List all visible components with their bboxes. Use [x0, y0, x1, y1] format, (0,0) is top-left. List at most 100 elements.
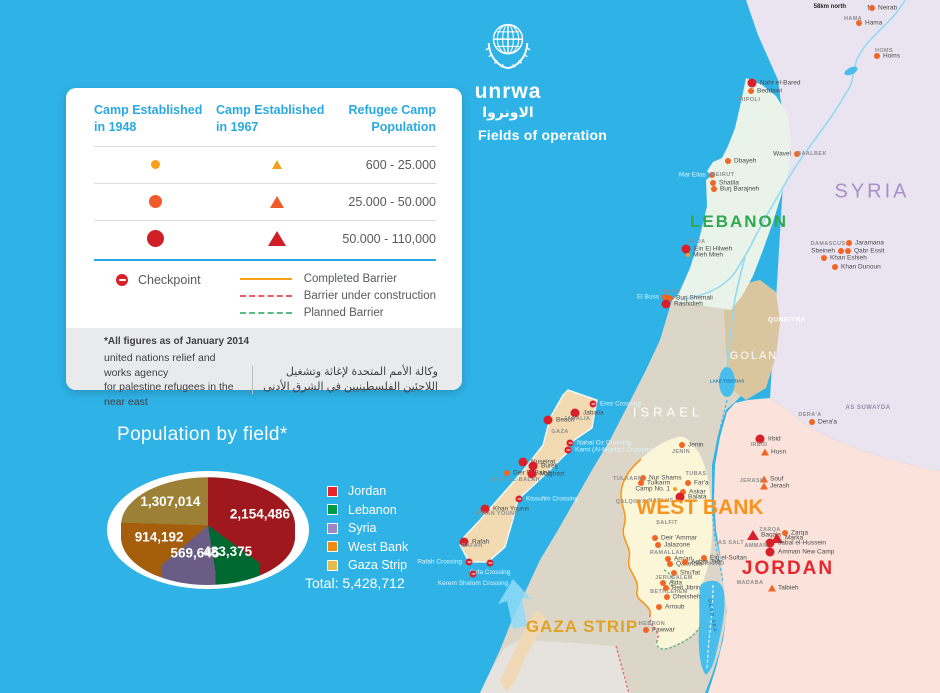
camp-label: Marka	[785, 534, 804, 542]
camp-marker	[821, 255, 827, 261]
camp-label: Amman New Camp	[778, 548, 835, 556]
city-label: RAMALLAH	[649, 550, 685, 556]
camp-marker	[675, 492, 685, 502]
camp-label: Am'ari	[674, 555, 693, 563]
pie-legend-label: Lebanon	[348, 502, 397, 517]
camp-label: Beit Jibrin	[672, 584, 701, 592]
pie-legend-item: Syria	[327, 521, 408, 535]
camp-label: Fawwar	[652, 626, 675, 634]
camp-label: Qabr Essit	[854, 247, 885, 255]
checkpoint-marker	[486, 559, 494, 567]
camp-marker	[665, 556, 671, 562]
checkpoint-marker	[465, 558, 473, 566]
lake-homs	[844, 66, 858, 76]
region-west-bank	[619, 436, 713, 649]
camp-label: Khan Younis	[493, 505, 530, 513]
camp-marker	[664, 594, 670, 600]
city-label: KHAN YOUNIS	[477, 511, 521, 517]
pie-slice-side	[121, 529, 208, 573]
city-label: AS SALT	[718, 540, 744, 546]
camp-label: Talbieh	[778, 584, 799, 592]
camp-marker	[747, 78, 757, 88]
completed-barrier-line-icon	[239, 277, 292, 280]
checkpoint-marker	[469, 570, 477, 578]
pie-slice-side	[208, 527, 261, 576]
camp-marker	[711, 186, 717, 192]
legend-col2-title: Camp Established in 1967	[216, 103, 325, 134]
pie-slice-side	[208, 487, 295, 574]
pie-slice-value: 483,375	[203, 544, 252, 559]
camp-label: Beddawi	[757, 87, 782, 95]
pie-slice-side	[208, 489, 296, 576]
camp-marker	[667, 561, 673, 567]
pie-slice-side	[160, 530, 216, 579]
pie-slice-side	[208, 530, 261, 579]
pie-slice-side	[121, 481, 208, 530]
camp-label: Deir 'Ammar	[661, 534, 697, 542]
unrwa-logo: unrwa الاونروا	[468, 14, 548, 121]
pie-slice-side	[121, 482, 208, 531]
city-label: BAALBEK	[797, 151, 827, 157]
pie-legend: Jordan Lebanon Syria West Bank Gaza Strip	[327, 484, 408, 577]
camp-label: Tulkarm	[647, 479, 671, 487]
region-label: WEST BANK	[636, 496, 764, 519]
city-label: TYRE	[662, 289, 680, 295]
camp-marker	[874, 53, 880, 59]
barrier-legend-construction: Barrier under construction	[239, 290, 436, 302]
camp-label: Rafah	[472, 538, 490, 546]
city-label: DEIR EL-BALAH	[492, 477, 540, 483]
pie-slice-side	[160, 526, 216, 575]
legend-divider	[94, 258, 436, 261]
pie-legend-label: Syria	[348, 521, 377, 535]
pie-slice-side	[208, 533, 261, 581]
barrier-under-construction	[649, 614, 659, 642]
border-egypt-israel	[615, 645, 630, 693]
camp-label: Jenin	[688, 441, 704, 449]
region-label: GOLAN	[729, 350, 779, 362]
region-label: QUNEITRA	[768, 316, 806, 324]
camp-marker	[809, 419, 815, 425]
camp-label: Jaramana	[855, 239, 884, 247]
pie-slice-side	[208, 537, 261, 585]
pie-slice-side	[208, 534, 261, 583]
pie-slice-value: 569,645	[171, 545, 220, 560]
barrier-completed	[620, 458, 651, 616]
region-gaza-actual	[500, 610, 546, 691]
city-label: DERA'A	[798, 412, 822, 418]
city-label: GAZA	[551, 429, 569, 435]
camp-label: Burj Barajneh	[720, 185, 760, 193]
camp-1948-medium-icon	[148, 195, 162, 209]
region-label: SYRIA	[834, 180, 910, 203]
camp-marker	[685, 480, 691, 486]
camp-label: Qalandia	[676, 560, 703, 568]
border-jordan-river	[711, 399, 728, 583]
camp-label: Nuseirat	[531, 458, 556, 466]
pie-slice-side	[120, 526, 208, 570]
pie-slice-side	[208, 486, 295, 573]
camp-marker	[679, 442, 685, 448]
pie-slice-side	[120, 531, 208, 575]
camp-marker	[640, 475, 646, 481]
pie-slice-side	[208, 482, 295, 569]
camp-label: Rashidieh	[674, 300, 703, 308]
pie-slice-side	[120, 530, 208, 574]
camp-marker	[760, 475, 768, 483]
camp-marker	[845, 248, 851, 254]
camp-label: Khan Eshieh	[830, 254, 867, 262]
camp-marker	[663, 585, 669, 591]
pie-legend-item: West Bank	[327, 540, 408, 554]
camp-marker	[652, 535, 658, 541]
legend-header-row: Camp Established in 1948 Camp Establishe…	[94, 102, 436, 136]
pie-legend-label: West Bank	[348, 539, 409, 554]
camp-marker	[680, 489, 686, 495]
pie-legend-swatch	[327, 522, 338, 534]
pie-slice-side	[208, 526, 261, 575]
pie-slice-side	[160, 531, 216, 580]
city-label: HEBRON	[638, 621, 666, 627]
pie-slice-side	[120, 527, 208, 571]
region-label: ISRAEL	[632, 404, 704, 420]
camp-label: Nahr el-Bared	[760, 79, 801, 87]
camp-marker	[504, 470, 510, 476]
camp-marker	[701, 555, 707, 561]
checkpoint-label: Kissufim Crossing	[526, 495, 579, 503]
